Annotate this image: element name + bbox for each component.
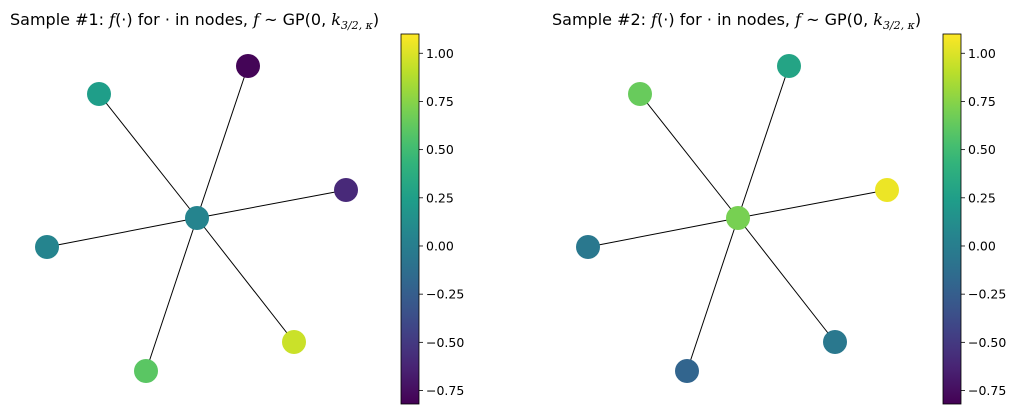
title-kernel: k <box>331 10 341 29</box>
colorbar-tick-label: 0.00 <box>426 238 454 253</box>
graph-node-n5 <box>282 330 306 354</box>
graph-edge <box>196 189 347 219</box>
title-close: ) <box>914 10 922 29</box>
colorbar-tick-label: −0.75 <box>426 383 464 398</box>
title-kernel: k <box>873 10 883 29</box>
colorbar-tick-label: −0.25 <box>426 287 464 302</box>
title-middle: for · in nodes, <box>674 10 796 29</box>
title-prefix: Sample #2: <box>552 10 652 29</box>
graph-node-center <box>185 206 209 230</box>
title-kernel-sub: 3/2, κ <box>882 19 915 33</box>
graph-edge <box>196 65 249 219</box>
title-close: ) <box>372 10 380 29</box>
title-func: f <box>109 10 116 29</box>
title-args: (·) <box>115 10 133 29</box>
graph-edge <box>46 217 198 248</box>
chart-title-2: Sample #2: f(·) for · in nodes, f ~ GP(0… <box>552 10 921 32</box>
graph-node-n6 <box>134 359 158 383</box>
title-kernel-sub: 3/2, κ <box>340 19 373 33</box>
title-func: f <box>651 10 658 29</box>
title-fvar: f <box>253 10 260 29</box>
title-prefix: Sample #1: <box>10 10 110 29</box>
colorbar-tick-label: 1.00 <box>426 46 454 61</box>
graph-node-n4 <box>35 235 59 259</box>
graph-node-n1 <box>236 54 260 78</box>
title-tail: ~ GP(0, <box>801 10 874 29</box>
colorbar-tick-label: 0.75 <box>426 94 454 109</box>
graph-edge <box>196 217 295 343</box>
colorbar-tick-label: 0.50 <box>426 142 454 157</box>
graph-edge <box>98 93 198 219</box>
title-middle: for · in nodes, <box>132 10 254 29</box>
title-fvar: f <box>795 10 802 29</box>
graph-edge <box>145 217 198 372</box>
title-tail: ~ GP(0, <box>259 10 332 29</box>
chart-title-1: Sample #1: f(·) for · in nodes, f ~ GP(0… <box>10 10 379 32</box>
colorbar <box>400 33 420 405</box>
colorbar-tick-label: −0.50 <box>426 335 464 350</box>
graph-node-n2 <box>87 82 111 106</box>
graph-node-n3 <box>334 178 358 202</box>
colorbar-tick-label: 0.25 <box>426 190 454 205</box>
title-args: (·) <box>657 10 675 29</box>
